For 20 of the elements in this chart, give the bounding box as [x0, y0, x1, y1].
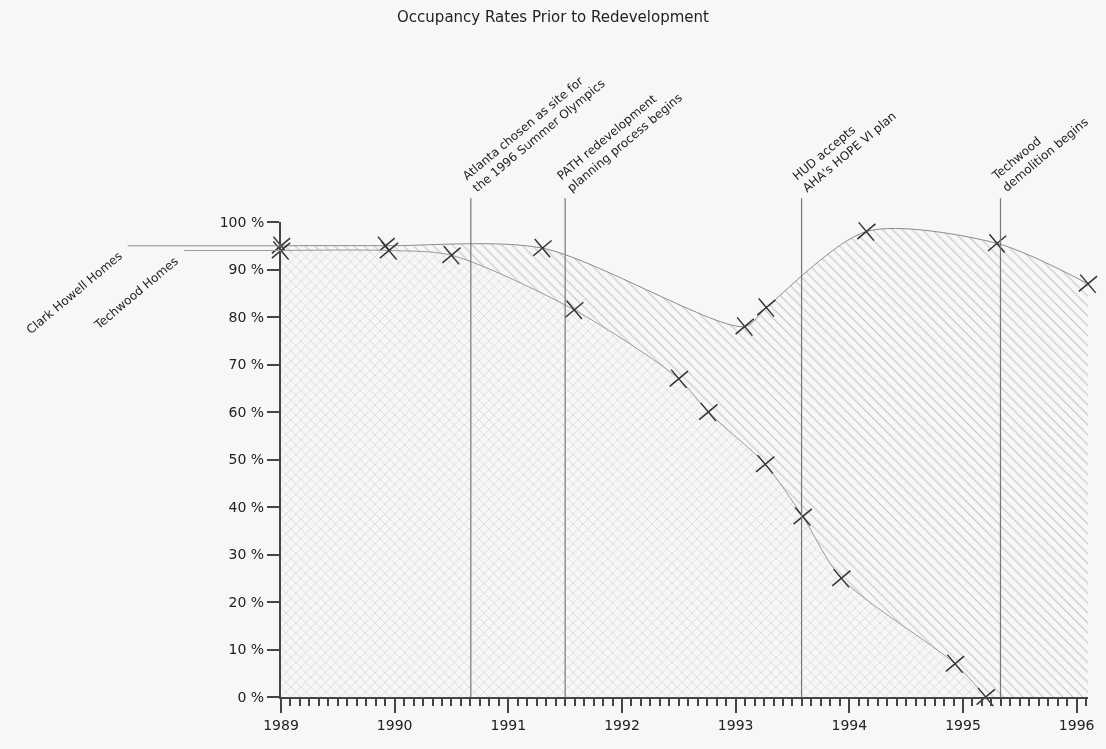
x-tick-label: 1991 [490, 716, 527, 733]
y-tick-label: 80 % [228, 308, 265, 325]
x-tick-label: 1993 [717, 716, 754, 733]
x-tick-label: 1994 [831, 716, 868, 733]
y-tick-label: 40 % [228, 498, 265, 515]
y-tick-label: 20 % [228, 593, 265, 610]
y-tick-label: 10 % [228, 641, 265, 658]
x-tick-label: 1989 [263, 716, 299, 733]
y-tick-label: 0 % [237, 688, 265, 705]
x-tick-label: 1995 [945, 716, 981, 733]
x-tick-label: 1990 [376, 716, 413, 733]
y-tick-label: 90 % [228, 261, 265, 278]
x-tick-label: 1992 [604, 716, 640, 733]
chart-title: Occupancy Rates Prior to Redevelopment [397, 7, 710, 26]
y-tick-label: 30 % [228, 546, 265, 563]
y-tick-label: 70 % [228, 356, 265, 373]
x-tick-label: 1996 [1058, 716, 1095, 733]
y-tick-label: 100 % [219, 213, 265, 230]
y-tick-label: 60 % [228, 403, 265, 420]
y-tick-label: 50 % [228, 451, 265, 468]
